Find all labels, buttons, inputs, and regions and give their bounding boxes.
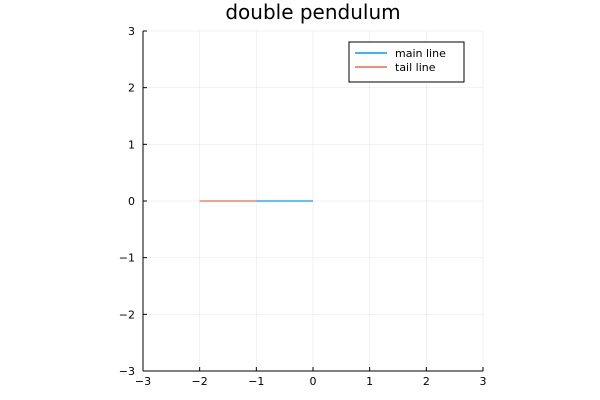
x-tick-label: 0	[310, 375, 317, 388]
y-tick-label: −1	[119, 252, 135, 265]
y-tick-label: −3	[119, 365, 135, 378]
x-tick-label: −3	[135, 375, 151, 388]
tick-labels: −3 −2 −1 0 1 2 3 −3 −2 −1 0 1 2 3	[119, 25, 487, 388]
legend-box	[348, 41, 465, 83]
x-tick-label: 3	[480, 375, 487, 388]
x-tick-label: 2	[423, 375, 430, 388]
y-tick-label: 0	[128, 195, 135, 208]
y-tick-label: −2	[119, 308, 135, 321]
y-tick-label: 3	[128, 25, 135, 38]
y-tick-label: 2	[128, 82, 135, 95]
y-tick-label: 1	[128, 138, 135, 151]
axes	[142, 30, 484, 372]
chart-title: double pendulum	[225, 0, 400, 24]
x-tick-label: 1	[366, 375, 373, 388]
legend-label: tail line	[395, 61, 436, 74]
legend-label: main line	[395, 47, 446, 60]
x-tick-label: −2	[192, 375, 208, 388]
x-tick-label: −1	[248, 375, 264, 388]
